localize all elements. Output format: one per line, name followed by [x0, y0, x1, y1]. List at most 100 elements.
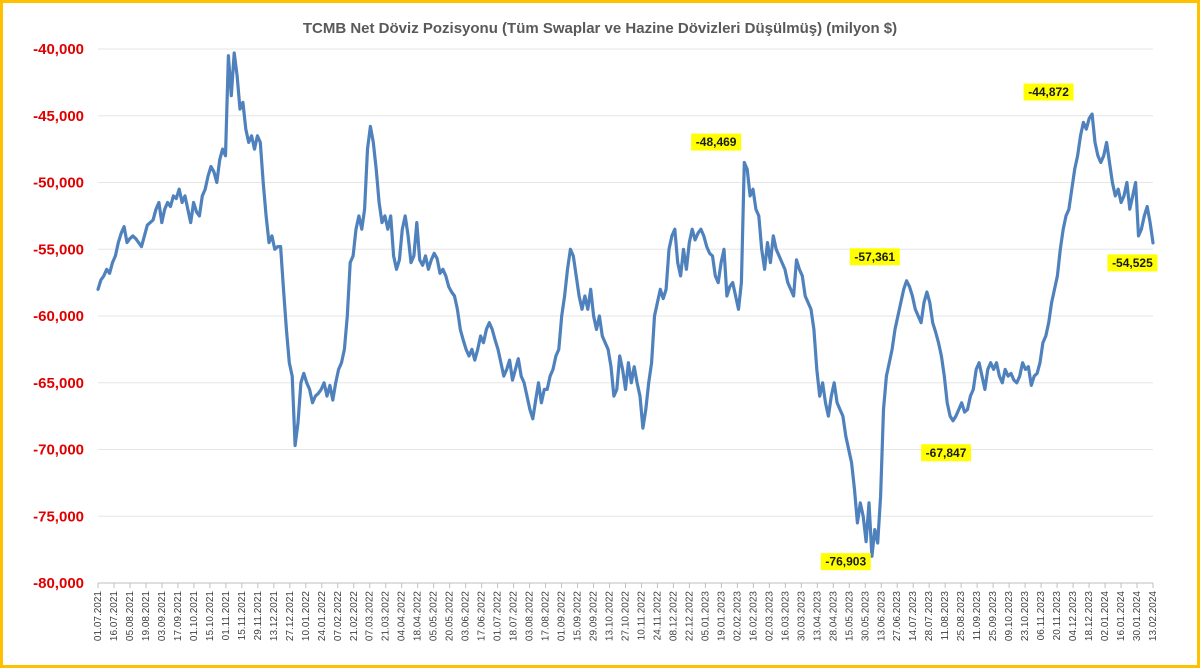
annotation-label: -48,469 — [696, 135, 737, 149]
x-tick-label: 03.09.2021 — [157, 591, 168, 641]
x-tick-label: 29.11.2021 — [253, 591, 264, 641]
x-tick-label: 23.10.2023 — [1020, 591, 1031, 641]
annotation-label: -67,847 — [926, 446, 967, 460]
x-tick-label: 19.01.2023 — [716, 591, 727, 641]
x-tick-label: 05.05.2022 — [429, 591, 440, 641]
x-tick-label: 30.01.2024 — [1132, 591, 1143, 641]
annotation: -76,903 — [820, 553, 871, 571]
y-tick-label: -45,000 — [33, 108, 84, 125]
x-tick-label: 15.09.2022 — [573, 591, 584, 641]
annotation: -44,872 — [1023, 83, 1074, 101]
x-tick-label: 28.04.2023 — [828, 591, 839, 641]
x-tick-label: 13.12.2021 — [269, 591, 280, 641]
x-tick-label: 21.03.2022 — [381, 591, 392, 641]
y-tick-label: -50,000 — [33, 175, 84, 192]
x-tick-label: 20.11.2023 — [1052, 591, 1063, 641]
x-tick-label: 14.07.2023 — [908, 591, 919, 641]
x-tick-label: 04.04.2022 — [397, 591, 408, 641]
annotation-highlight — [1107, 254, 1158, 272]
annotation-highlight — [691, 133, 742, 151]
x-tick-label: 13.04.2023 — [812, 591, 823, 641]
annotation: -48,469 — [691, 133, 742, 151]
y-tick-label: -40,000 — [33, 41, 84, 58]
x-tick-label: 21.02.2022 — [349, 591, 360, 641]
x-tick-label: 17.08.2022 — [541, 591, 552, 641]
line-chart: TCMB Net Döviz Pozisyonu (Tüm Swaplar ve… — [33, 20, 1159, 641]
annotation-label: -44,872 — [1028, 85, 1069, 99]
annotation-label: -57,361 — [854, 250, 895, 264]
x-tick-label: 24.11.2022 — [652, 591, 663, 641]
x-tick-label: 24.01.2022 — [317, 591, 328, 641]
series-line — [96, 51, 1155, 558]
x-tick-label: 16.02.2023 — [748, 591, 759, 641]
x-tick-label: 17.09.2021 — [173, 591, 184, 641]
x-tick-label: 25.08.2023 — [956, 591, 967, 641]
x-tick-label: 02.01.2024 — [1100, 591, 1111, 641]
x-tick-label: 02.02.2023 — [732, 591, 743, 641]
x-tick-label: 13.02.2024 — [1148, 591, 1159, 641]
y-axis-ticks: -40,000 -45,000 -50,000 -55,000 -60,000 -65,0… — [33, 41, 84, 592]
x-tick-label: 03.08.2022 — [525, 591, 536, 641]
annotation-label: -76,903 — [825, 555, 866, 569]
x-tick-label: 18.04.2022 — [413, 591, 424, 641]
x-tick-label: 27.10.2022 — [621, 591, 632, 641]
x-tick-label: 16.01.2024 — [1116, 591, 1127, 641]
y-tick-label: -80,000 — [33, 575, 84, 592]
x-tick-label: 30.05.2023 — [860, 591, 871, 641]
x-tick-label: 01.11.2021 — [221, 591, 232, 641]
x-tick-label: 18.12.2023 — [1084, 591, 1095, 641]
x-axis: 01.07.2021 16.07.2021 05.08.2021 19.08.2021… — [93, 583, 1159, 641]
x-tick-label: 10.01.2022 — [301, 591, 312, 641]
x-tick-label: 13.06.2023 — [876, 591, 887, 641]
x-tick-label: 07.02.2022 — [333, 591, 344, 641]
x-tick-label: 01.09.2022 — [557, 591, 568, 641]
x-tick-label: 07.03.2022 — [365, 591, 376, 641]
x-tick-label: 27.06.2023 — [892, 591, 903, 641]
x-tick-label: 10.11.2022 — [636, 591, 647, 641]
x-tick-label: 17.06.2022 — [477, 591, 488, 641]
x-tick-label: 11.09.2023 — [972, 591, 983, 641]
annotation-highlight — [921, 444, 972, 462]
x-tick-label: 05.01.2023 — [700, 591, 711, 641]
x-tick-label: 22.12.2022 — [684, 591, 695, 641]
annotation-highlight — [820, 553, 871, 571]
x-tick-label: 27.12.2021 — [285, 591, 296, 641]
x-tick-label: 01.07.2021 — [93, 591, 104, 641]
x-tick-label: 16.07.2021 — [109, 591, 120, 641]
x-tick-label: 03.06.2022 — [461, 591, 472, 641]
x-tick-label: 09.10.2023 — [1004, 591, 1015, 641]
x-tick-label: 19.08.2021 — [141, 591, 152, 641]
gridlines — [98, 48, 1153, 584]
annotation-label: -54,525 — [1112, 256, 1153, 270]
x-tick-label: 29.09.2022 — [589, 591, 600, 641]
x-tick-label: 28.07.2023 — [924, 591, 935, 641]
x-tick-label: 01.07.2022 — [493, 591, 504, 641]
y-tick-label: -55,000 — [33, 241, 84, 258]
x-tick-label: 01.10.2021 — [189, 591, 200, 641]
x-tick-label: 25.09.2023 — [988, 591, 999, 641]
x-tick-label: 15.11.2021 — [237, 591, 248, 641]
y-tick-label: -65,000 — [33, 375, 84, 392]
x-tick-label: 06.11.2023 — [1036, 591, 1047, 641]
x-tick-label: 08.12.2022 — [668, 591, 679, 641]
x-tick-label: 30.03.2023 — [796, 591, 807, 641]
x-tick-label: 04.12.2023 — [1068, 591, 1079, 641]
annotation-highlight — [1023, 83, 1074, 101]
x-tick-label: 15.10.2021 — [205, 591, 216, 641]
x-tick-label: 11.08.2023 — [940, 591, 951, 641]
x-tick-label: 20.05.2022 — [445, 591, 456, 641]
x-tick-label: 05.08.2021 — [125, 591, 136, 641]
annotation: -57,361 — [849, 248, 900, 266]
y-tick-label: -70,000 — [33, 442, 84, 459]
x-tick-label: 15.05.2023 — [844, 591, 855, 641]
annotation: -67,847 — [921, 444, 972, 462]
x-tick-label: 02.03.2023 — [764, 591, 775, 641]
x-tick-label: 16.03.2023 — [780, 591, 791, 641]
x-tick-label: 13.10.2022 — [605, 591, 616, 641]
annotations: -48,469 -57,361 -76,903 -67,847 -44,872 -54,5… — [691, 83, 1158, 571]
series-group — [96, 51, 1155, 558]
annotation-highlight — [849, 248, 900, 266]
chart-title: TCMB Net Döviz Pozisyonu (Tüm Swaplar ve… — [303, 20, 897, 37]
x-tick-label: 18.07.2022 — [509, 591, 520, 641]
